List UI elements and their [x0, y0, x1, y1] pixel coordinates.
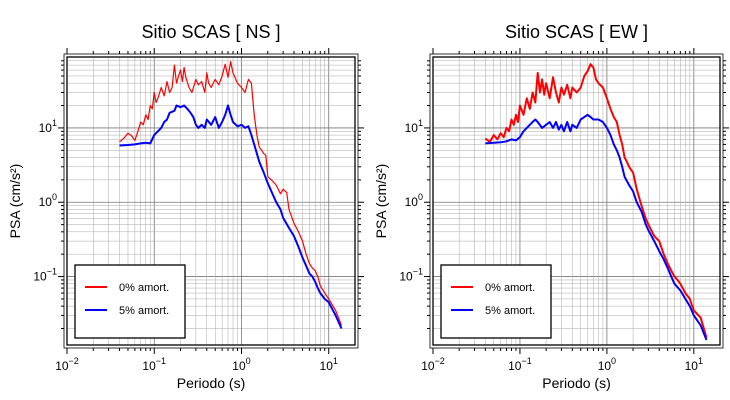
- tick-exponent: 1: [52, 118, 57, 128]
- x-tick-label: 10−1: [142, 356, 166, 373]
- tick-exponent: −2: [69, 356, 79, 366]
- legend: 0% amort. 5% amort.: [440, 264, 552, 339]
- tick-exponent: 1: [698, 356, 703, 366]
- tick-base: 10: [320, 359, 334, 373]
- tick-base: 10: [39, 195, 53, 209]
- tick-base: 10: [39, 121, 53, 135]
- x-axis-label: Periodo (s): [177, 375, 245, 391]
- legend-box: [74, 264, 186, 339]
- tick-base: 10: [508, 359, 522, 373]
- y-tick-label: 101: [39, 118, 57, 135]
- chart-title: Sitio SCAS [ NS ]: [141, 22, 280, 42]
- tick-base: 10: [55, 359, 69, 373]
- tick-base: 10: [399, 270, 413, 284]
- plot-frame: [66, 56, 356, 346]
- legend-label: 0% amort.: [485, 282, 535, 294]
- x-tick-label: 100: [598, 356, 616, 373]
- tick-base: 10: [232, 359, 246, 373]
- plot-frame: [432, 56, 721, 346]
- x-tick-label: 101: [685, 356, 703, 373]
- legend-box: [440, 264, 552, 339]
- tick-base: 10: [421, 359, 435, 373]
- series-line-0pct: [119, 60, 343, 326]
- legend-label: 5% amort.: [485, 305, 535, 317]
- legend-label: 0% amort.: [119, 282, 169, 294]
- tick-base: 10: [598, 359, 612, 373]
- y-tick-label: 100: [405, 192, 423, 209]
- tick-exponent: 1: [333, 356, 338, 366]
- legend-label: 5% amort.: [119, 305, 169, 317]
- tick-exponent: −1: [47, 267, 57, 277]
- series-group: [119, 60, 343, 329]
- tick-exponent: −1: [521, 356, 531, 366]
- y-axis-label: PSA (cm/s²): [7, 164, 23, 239]
- series-line-0pct: [484, 63, 708, 339]
- chart-title: Sitio SCAS [ EW ]: [505, 22, 648, 42]
- plot-frame-outer: [63, 53, 359, 349]
- tick-base: 10: [405, 121, 419, 135]
- tick-exponent: 0: [418, 192, 423, 202]
- x-tick-label: 101: [320, 356, 338, 373]
- tick-exponent: 0: [52, 192, 57, 202]
- grid: [433, 57, 720, 345]
- y-tick-label: 100: [39, 192, 57, 209]
- tick-exponent: −1: [156, 356, 166, 366]
- tick-exponent: 0: [246, 356, 251, 366]
- tick-exponent: 1: [418, 118, 423, 128]
- y-tick-label: 101: [405, 118, 423, 135]
- series-line-5pct: [119, 104, 343, 329]
- x-tick-label: 10−1: [508, 356, 532, 373]
- tick-base: 10: [33, 270, 47, 284]
- tick-exponent: 0: [611, 356, 616, 366]
- x-axis-label: Periodo (s): [542, 375, 610, 391]
- x-tick-label: 100: [232, 356, 250, 373]
- y-tick-label: 10−1: [33, 267, 57, 284]
- x-tick-label: 10−2: [55, 356, 79, 373]
- plot-frame-outer: [429, 53, 724, 349]
- tick-exponent: −1: [413, 267, 423, 277]
- series-line-5pct: [485, 113, 708, 341]
- legend: 0% amort. 5% amort.: [74, 264, 186, 339]
- series-group: [484, 63, 708, 341]
- x-tick-label: 10−2: [421, 356, 445, 373]
- y-axis-label: PSA (cm/s²): [373, 164, 389, 239]
- tick-base: 10: [142, 359, 156, 373]
- tick-base: 10: [405, 195, 419, 209]
- y-tick-label: 10−1: [399, 267, 423, 284]
- tick-base: 10: [685, 359, 699, 373]
- tick-exponent: −2: [435, 356, 445, 366]
